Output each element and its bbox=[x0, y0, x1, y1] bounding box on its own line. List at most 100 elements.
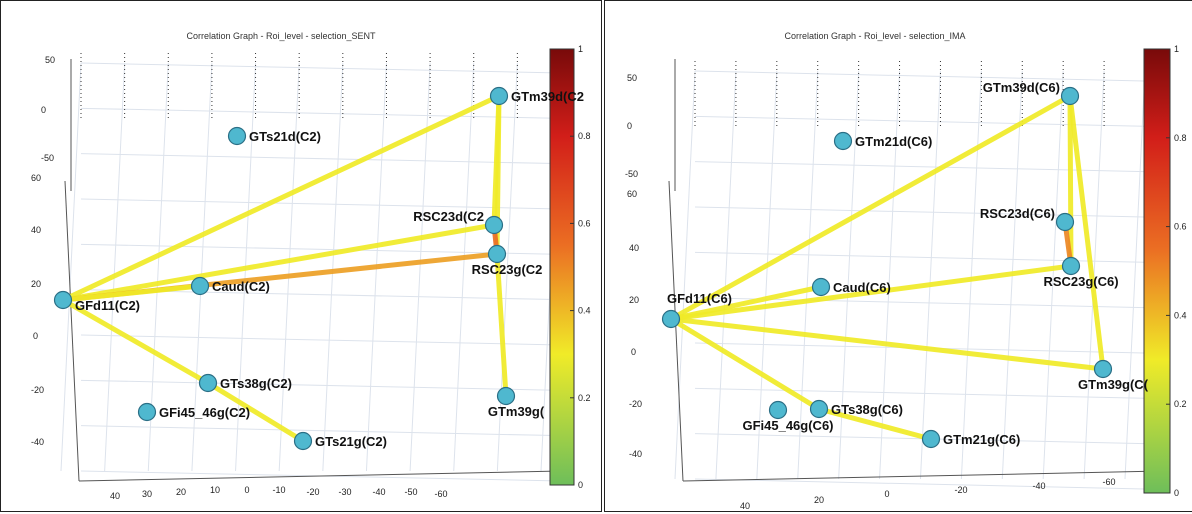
gridline bbox=[191, 62, 213, 472]
colorbar-tick-label: 0.2 bbox=[578, 393, 591, 403]
y-tick-label: -40 bbox=[629, 449, 642, 459]
x-tick-label: -60 bbox=[1102, 477, 1115, 487]
gridline bbox=[104, 62, 126, 472]
y-tick-label: 60 bbox=[627, 189, 637, 199]
edge bbox=[60, 222, 497, 303]
gridline bbox=[756, 70, 778, 480]
node-label: GFi45_46g(C6) bbox=[742, 418, 833, 433]
gridline bbox=[838, 70, 860, 480]
z-tick-label: 50 bbox=[627, 73, 637, 83]
colorbar-tick-label: 0.8 bbox=[1174, 133, 1187, 143]
node-marker bbox=[293, 431, 313, 451]
chart-canvas: 50 0 -50 60 40 20 0 -20 -40 40 20 0 -20 -40 -60 0 0.2 0.4… bbox=[625, 44, 1187, 511]
correlation-graph-ima: Correlation Graph - Roi_level - selectio… bbox=[604, 0, 1192, 512]
gridline bbox=[674, 70, 696, 480]
gridline bbox=[80, 334, 562, 346]
x-tick-label: -20 bbox=[954, 485, 967, 495]
gridline bbox=[1124, 70, 1146, 480]
colorbar-tick-label: 0.8 bbox=[578, 131, 591, 141]
x-tick-label: 30 bbox=[142, 489, 152, 499]
node-marker bbox=[661, 309, 681, 329]
node-label: GTm21g(C6) bbox=[943, 432, 1020, 447]
x-tick-label: -20 bbox=[306, 487, 319, 497]
y-tick-label: -40 bbox=[31, 437, 44, 447]
edge bbox=[668, 316, 822, 412]
x-tick-label: 0 bbox=[244, 485, 249, 495]
y-axis bbox=[668, 180, 684, 482]
edge bbox=[668, 93, 1073, 322]
x-tick-label: -40 bbox=[1032, 481, 1045, 491]
colorbar-tick-label: 0 bbox=[1174, 488, 1179, 498]
colorbar-tick-label: 0 bbox=[578, 480, 583, 490]
node-marker bbox=[487, 244, 507, 264]
y-tick-label: 40 bbox=[629, 243, 639, 253]
edge bbox=[205, 380, 306, 444]
gridline bbox=[694, 478, 1146, 490]
x-tick-label: 10 bbox=[210, 485, 220, 495]
edge bbox=[60, 283, 203, 303]
colorbar-tick-label: 0.2 bbox=[1174, 399, 1187, 409]
gridline bbox=[694, 206, 1146, 218]
x-tick-label: 40 bbox=[110, 491, 120, 501]
z-tick-label: -50 bbox=[41, 153, 54, 163]
z-tick-label: -50 bbox=[625, 169, 638, 179]
y-tick-label: 40 bbox=[31, 225, 41, 235]
node-marker bbox=[489, 86, 509, 106]
gridline bbox=[1042, 70, 1064, 480]
node-label: GTm39g( bbox=[488, 404, 545, 419]
y-tick-label: -20 bbox=[629, 399, 642, 409]
node-marker bbox=[809, 399, 829, 419]
node-label: RSC23g(C6) bbox=[1043, 274, 1118, 289]
x-axis bbox=[682, 470, 1166, 482]
x-tick-label: -40 bbox=[372, 487, 385, 497]
node-marker bbox=[198, 373, 218, 393]
gridline bbox=[694, 70, 1146, 82]
y-tick-label: -20 bbox=[31, 385, 44, 395]
gridline bbox=[715, 70, 737, 480]
gridline bbox=[147, 62, 169, 472]
edge bbox=[1067, 93, 1074, 269]
gridline bbox=[960, 70, 982, 480]
gridline bbox=[80, 425, 562, 437]
node-marker bbox=[811, 277, 831, 297]
x-tick-label: -30 bbox=[338, 487, 351, 497]
z-tick-label: 50 bbox=[45, 55, 55, 65]
y-tick-label: 0 bbox=[631, 347, 636, 357]
node-label: GTm39d(C6) bbox=[983, 80, 1060, 95]
node-label: GFi45_46g(C2) bbox=[159, 405, 250, 420]
node-marker bbox=[53, 290, 73, 310]
y-tick-label: 60 bbox=[31, 173, 41, 183]
colorbar-tick-label: 0.6 bbox=[1174, 222, 1187, 232]
node-label: GTs21d(C2) bbox=[249, 129, 321, 144]
node-label: RSC23d(C2 bbox=[413, 209, 484, 224]
node-label: GFd11(C2) bbox=[75, 298, 140, 313]
y-tick-label: 0 bbox=[33, 331, 38, 341]
gridline bbox=[80, 62, 562, 74]
gridline bbox=[80, 107, 562, 119]
node-label: GTs21g(C2) bbox=[315, 434, 387, 449]
edge bbox=[494, 251, 509, 399]
node-label: Caud(C2) bbox=[212, 279, 270, 294]
colorbar-tick-label: 0.4 bbox=[1174, 310, 1187, 320]
edge bbox=[60, 297, 211, 386]
y-tick-label: 20 bbox=[629, 295, 639, 305]
colorbar-tick-label: 0.6 bbox=[578, 218, 591, 228]
x-tick-label: 20 bbox=[814, 495, 824, 505]
gridline bbox=[919, 70, 941, 480]
edge bbox=[668, 316, 1106, 372]
y-tick-label: 20 bbox=[31, 279, 41, 289]
gridline bbox=[694, 433, 1146, 445]
gridline bbox=[80, 198, 562, 210]
colorbar-tick-label: 1 bbox=[578, 44, 583, 54]
x-tick-label: -50 bbox=[404, 487, 417, 497]
node-marker bbox=[496, 386, 516, 406]
gridline bbox=[278, 62, 300, 472]
x-tick-label: -10 bbox=[272, 485, 285, 495]
x-axis bbox=[78, 470, 562, 482]
gridline bbox=[80, 243, 562, 255]
node-marker bbox=[1055, 212, 1075, 232]
node-label: GTs38g(C2) bbox=[220, 376, 292, 391]
colorbar bbox=[1143, 48, 1171, 494]
z-tick-label: 0 bbox=[41, 105, 46, 115]
